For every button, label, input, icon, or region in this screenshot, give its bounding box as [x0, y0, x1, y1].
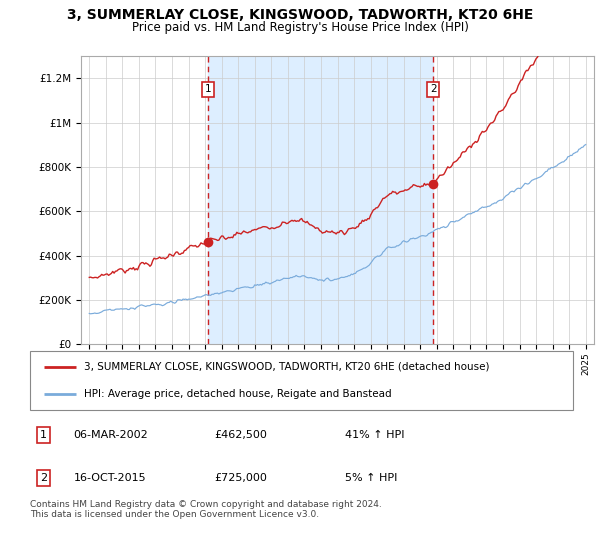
FancyBboxPatch shape	[30, 351, 573, 410]
Text: Price paid vs. HM Land Registry's House Price Index (HPI): Price paid vs. HM Land Registry's House …	[131, 21, 469, 34]
Text: 3, SUMMERLAY CLOSE, KINGSWOOD, TADWORTH, KT20 6HE (detached house): 3, SUMMERLAY CLOSE, KINGSWOOD, TADWORTH,…	[85, 362, 490, 372]
Text: 2: 2	[40, 473, 47, 483]
Text: 06-MAR-2002: 06-MAR-2002	[73, 430, 148, 440]
Bar	[208, 56, 433, 344]
Text: 16-OCT-2015: 16-OCT-2015	[73, 473, 146, 483]
Text: 41% ↑ HPI: 41% ↑ HPI	[345, 430, 404, 440]
Text: 5% ↑ HPI: 5% ↑ HPI	[345, 473, 397, 483]
Text: £725,000: £725,000	[215, 473, 268, 483]
Text: £462,500: £462,500	[215, 430, 268, 440]
Text: 1: 1	[40, 430, 47, 440]
Text: HPI: Average price, detached house, Reigate and Banstead: HPI: Average price, detached house, Reig…	[85, 389, 392, 399]
Text: 2: 2	[430, 84, 437, 94]
Text: 1: 1	[205, 84, 211, 94]
Text: Contains HM Land Registry data © Crown copyright and database right 2024.
This d: Contains HM Land Registry data © Crown c…	[30, 500, 382, 519]
Text: 3, SUMMERLAY CLOSE, KINGSWOOD, TADWORTH, KT20 6HE: 3, SUMMERLAY CLOSE, KINGSWOOD, TADWORTH,…	[67, 8, 533, 22]
